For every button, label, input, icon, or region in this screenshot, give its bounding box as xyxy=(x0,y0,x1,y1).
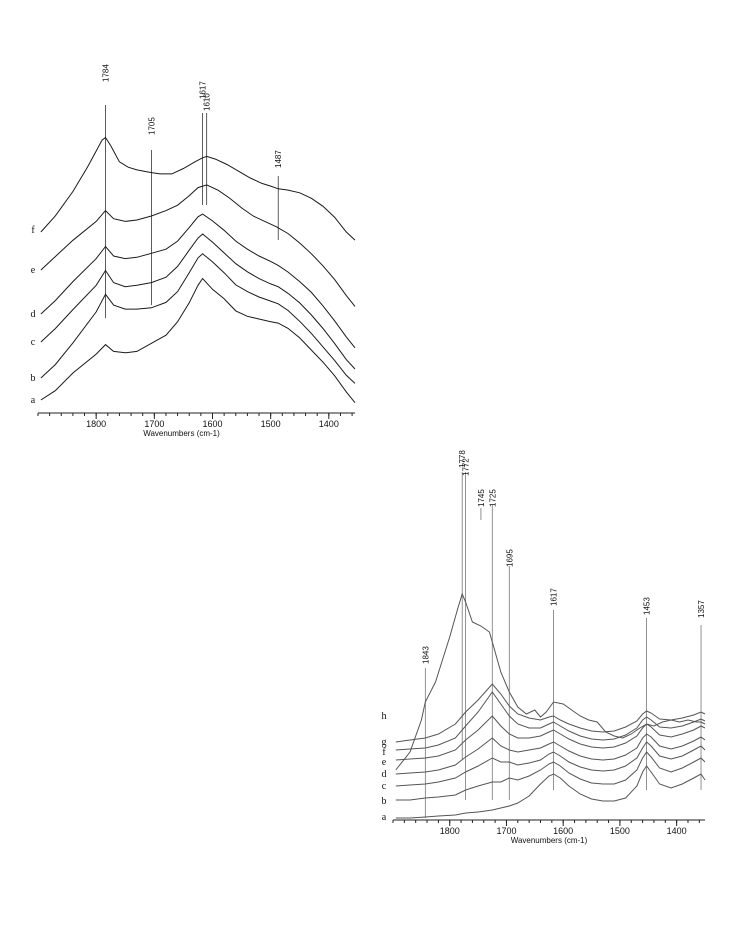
peak-label: 1695 xyxy=(505,549,514,567)
x-tick-label: 1500 xyxy=(261,419,281,429)
curve-label-c: c xyxy=(382,781,387,792)
spectrum-line-f xyxy=(40,136,356,241)
curve-label-h: h xyxy=(382,711,387,722)
spectrum-line-c xyxy=(40,233,356,370)
x-tick-label: 1400 xyxy=(667,826,687,836)
spectrum-line-h xyxy=(395,592,706,771)
x-tick-label: 1600 xyxy=(202,419,222,429)
spectrum-line-d xyxy=(40,213,356,349)
curve-label-b: b xyxy=(31,373,36,384)
curve-label-f: f xyxy=(382,747,386,758)
curve-label-d: d xyxy=(31,309,36,320)
x-axis-label: Wavenumbers (cm-1) xyxy=(143,429,220,438)
spectrum-line-a xyxy=(40,277,356,404)
spectrum-line-b xyxy=(395,751,706,801)
peak-label: 1487 xyxy=(274,150,283,168)
peak-label: 1610 xyxy=(203,93,212,111)
spectrum-line-f xyxy=(395,691,706,751)
curve-label-c: c xyxy=(31,337,36,348)
peak-label: 1705 xyxy=(147,117,156,135)
curve-label-f: f xyxy=(31,225,35,236)
x-tick-label: 1700 xyxy=(496,826,516,836)
peak-label: 1784 xyxy=(102,64,111,82)
x-tick-label: 1800 xyxy=(440,826,460,836)
spectrum-line-e xyxy=(40,184,356,307)
spectrum-line-e xyxy=(395,715,706,761)
peak-label: 1725 xyxy=(488,489,497,507)
curve-label-e: e xyxy=(382,757,387,768)
curve-label-b: b xyxy=(382,796,387,807)
peak-label: 1772 xyxy=(462,458,471,476)
peak-label: 1778 xyxy=(458,450,467,468)
peak-label: 1617 xyxy=(550,588,559,606)
x-tick-label: 1700 xyxy=(144,419,164,429)
curve-label-a: a xyxy=(31,395,36,406)
x-tick-label: 1800 xyxy=(86,419,106,429)
spectrum-line-g xyxy=(395,683,706,743)
peak-label: 1453 xyxy=(643,597,652,615)
curve-label-a: a xyxy=(382,812,387,823)
peak-label: 1843 xyxy=(421,646,430,664)
x-tick-label: 1500 xyxy=(610,826,630,836)
spectrum-line-d xyxy=(395,733,706,775)
x-axis-label: Wavenumbers (cm-1) xyxy=(511,836,588,845)
curve-label-d: d xyxy=(382,769,387,780)
curve-label-e: e xyxy=(31,265,36,276)
spectrum-line-c xyxy=(395,741,706,787)
peak-label: 1617 xyxy=(199,81,208,99)
spectrum-line-b xyxy=(40,253,356,384)
peak-label: 1357 xyxy=(697,600,706,618)
curve-label-g: g xyxy=(382,737,387,748)
peak-label: 1745 xyxy=(477,489,486,507)
x-tick-label: 1400 xyxy=(319,419,339,429)
spectrum-line-a xyxy=(395,765,706,819)
x-tick-label: 1600 xyxy=(553,826,573,836)
